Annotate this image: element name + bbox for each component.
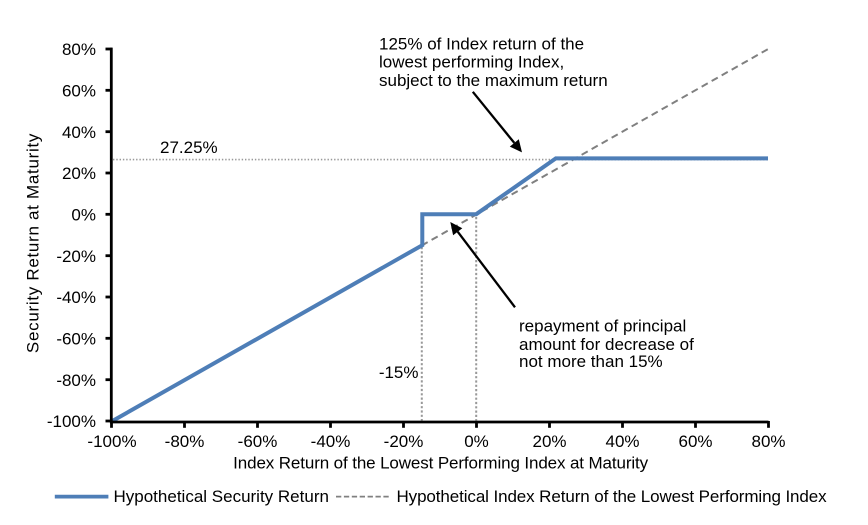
svg-text:-100%: -100% <box>47 412 96 431</box>
svg-text:0%: 0% <box>464 432 489 451</box>
svg-text:not more than 15%: not more than 15% <box>519 352 663 371</box>
svg-text:60%: 60% <box>62 81 96 100</box>
svg-text:-60%: -60% <box>56 329 96 348</box>
svg-text:0%: 0% <box>71 205 96 224</box>
svg-text:-100%: -100% <box>87 432 136 451</box>
svg-text:-40%: -40% <box>311 432 351 451</box>
svg-text:-15%: -15% <box>379 363 419 382</box>
svg-text:20%: 20% <box>62 164 96 183</box>
svg-text:Hypothetical Security Return: Hypothetical Security Return <box>114 487 329 506</box>
svg-text:amount for decrease of: amount for decrease of <box>519 335 694 354</box>
svg-text:Hypothetical Index Return of t: Hypothetical Index Return of the Lowest … <box>397 487 828 506</box>
svg-text:Index Return of the Lowest Per: Index Return of the Lowest Performing In… <box>233 454 648 473</box>
svg-text:40%: 40% <box>605 432 639 451</box>
svg-text:repayment of principal: repayment of principal <box>519 317 686 336</box>
svg-text:subject to the maximum return: subject to the maximum return <box>379 71 608 90</box>
svg-text:27.25%: 27.25% <box>160 138 218 157</box>
svg-text:-40%: -40% <box>56 288 96 307</box>
svg-text:125% of Index return of the: 125% of Index return of the <box>379 34 584 53</box>
svg-text:-60%: -60% <box>238 432 278 451</box>
svg-text:60%: 60% <box>678 432 712 451</box>
svg-text:-80%: -80% <box>165 432 205 451</box>
svg-text:-80%: -80% <box>56 371 96 390</box>
svg-text:-20%: -20% <box>384 432 424 451</box>
svg-text:-20%: -20% <box>56 247 96 266</box>
svg-text:40%: 40% <box>62 123 96 142</box>
svg-text:80%: 80% <box>751 432 785 451</box>
svg-text:20%: 20% <box>532 432 566 451</box>
svg-text:80%: 80% <box>62 40 96 59</box>
svg-text:Security Return at Maturity: Security Return at Maturity <box>24 133 43 353</box>
svg-text:lowest performing Index,: lowest performing Index, <box>379 52 564 71</box>
